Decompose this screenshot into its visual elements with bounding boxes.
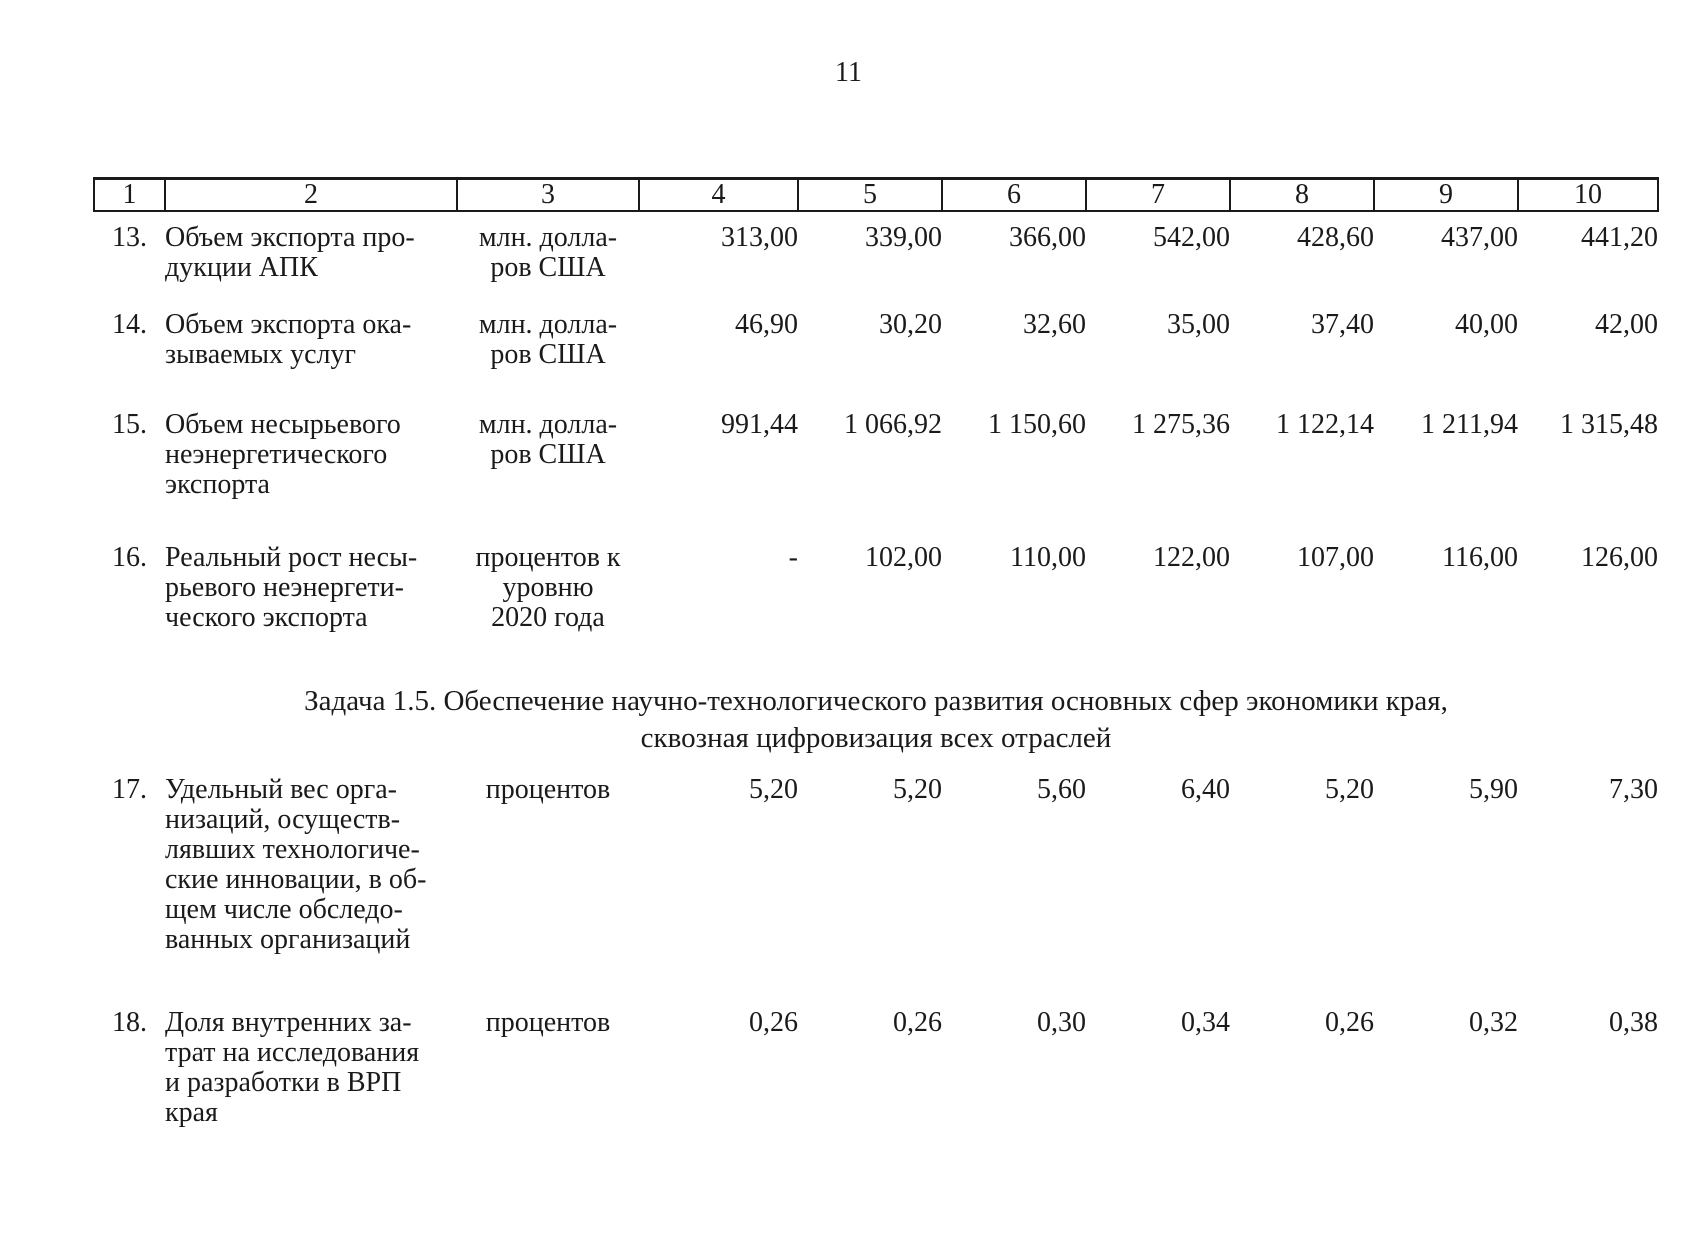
value-cell: 0,26 (893, 1007, 942, 1038)
unit-cell: процентов к уровню 2020 года (475, 542, 621, 633)
value-cell: 30,20 (879, 309, 942, 340)
indicator-name: Объем экспорта про- дукции АПК (165, 222, 415, 283)
column-header-4: 4 (638, 177, 799, 212)
value-cell: 5,60 (1037, 774, 1086, 805)
page-number: 11 (835, 57, 862, 88)
value-cell: 5,90 (1469, 774, 1518, 805)
value-cell: 37,40 (1311, 309, 1374, 340)
column-header-10: 10 (1517, 177, 1659, 212)
column-header-1: 1 (93, 177, 166, 212)
value-cell: 110,00 (1010, 542, 1086, 573)
row-number: 18. (112, 1007, 147, 1038)
value-cell: 122,00 (1153, 542, 1230, 573)
value-cell: 366,00 (1009, 222, 1086, 253)
row-number: 13. (112, 222, 147, 253)
unit-cell: млн. долла- ров США (478, 409, 618, 470)
section-heading-row: Задача 1.5. Обеспечение научно-технологи… (94, 633, 1658, 773)
value-cell: 32,60 (1023, 309, 1086, 340)
unit-cell: млн. долла- ров США (478, 222, 618, 283)
value-cell: 1 122,14 (1276, 409, 1374, 440)
value-cell: 7,30 (1609, 774, 1658, 805)
value-cell: 1 066,92 (844, 409, 942, 440)
value-cell: 6,40 (1181, 774, 1230, 805)
unit-cell: млн. долла- ров США (478, 309, 618, 370)
value-cell: 0,30 (1037, 1007, 1086, 1038)
value-cell: 40,00 (1455, 309, 1518, 340)
column-header-5: 5 (797, 177, 943, 212)
value-cell: 0,26 (1325, 1007, 1374, 1038)
table-row: 15. Объем несырьевого неэнергетического … (94, 370, 1658, 500)
unit-cell: процентов (485, 1007, 611, 1038)
value-cell: 1 211,94 (1421, 409, 1518, 440)
row-number: 15. (112, 409, 147, 440)
row-number: 17. (112, 774, 147, 805)
indicator-name: Реальный рост несы- рьевого неэнергети- … (165, 542, 418, 633)
value-cell: 0,26 (749, 1007, 798, 1038)
column-header-7: 7 (1085, 177, 1231, 212)
indicator-name: Объем несырьевого неэнергетического эксп… (165, 409, 401, 500)
row-number: 14. (112, 309, 147, 340)
table-row: 13. Объем экспорта про- дукции АПК млн. … (94, 211, 1658, 283)
value-cell: 0,34 (1181, 1007, 1230, 1038)
table-header-row: 1 2 3 4 5 6 7 8 9 10 (93, 177, 1659, 212)
value-cell: 126,00 (1581, 542, 1658, 573)
value-cell: 35,00 (1167, 309, 1230, 340)
value-cell: 991,44 (721, 409, 798, 440)
value-cell: 0,38 (1609, 1007, 1658, 1038)
value-cell: 0,32 (1469, 1007, 1518, 1038)
value-cell: 5,20 (749, 774, 798, 805)
value-cell: 339,00 (865, 222, 942, 253)
column-header-8: 8 (1229, 177, 1375, 212)
table-row: 18. Доля внутренних за- трат на исследов… (94, 955, 1658, 1128)
row-number: 16. (112, 542, 147, 573)
value-cell: 46,90 (735, 309, 798, 340)
table-row: 16. Реальный рост несы- рьевого неэнерге… (94, 500, 1658, 633)
value-cell: 116,00 (1442, 542, 1518, 573)
value-cell: 1 275,36 (1132, 409, 1230, 440)
section-heading: Задача 1.5. Обеспечение научно-технологи… (304, 685, 1448, 754)
value-cell: 107,00 (1297, 542, 1374, 573)
value-cell: 313,00 (721, 222, 798, 253)
value-cell: 5,20 (1325, 774, 1374, 805)
value-cell: 5,20 (893, 774, 942, 805)
table-row: 14. Объем экспорта ока- зываемых услуг м… (94, 283, 1658, 370)
indicator-name: Объем экспорта ока- зываемых услуг (165, 309, 412, 370)
value-cell: 542,00 (1153, 222, 1230, 253)
value-cell: 102,00 (865, 542, 942, 573)
value-cell: 1 315,48 (1560, 409, 1658, 440)
value-cell: - (788, 542, 798, 573)
indicator-name: Доля внутренних за- трат на исследования… (165, 1007, 420, 1128)
value-cell: 1 150,60 (988, 409, 1086, 440)
column-header-2: 2 (164, 177, 458, 212)
indicator-name: Удельный вес орга- низаций, осуществ- ля… (165, 774, 427, 955)
column-header-9: 9 (1373, 177, 1519, 212)
unit-cell: процентов (485, 774, 611, 805)
value-cell: 437,00 (1441, 222, 1518, 253)
table-row: 17. Удельный вес орга- низаций, осуществ… (94, 773, 1658, 955)
value-cell: 441,20 (1581, 222, 1658, 253)
column-header-3: 3 (456, 177, 640, 212)
value-cell: 42,00 (1595, 309, 1658, 340)
value-cell: 428,60 (1297, 222, 1374, 253)
column-header-6: 6 (941, 177, 1087, 212)
indicators-table: 1 2 3 4 5 6 7 8 9 10 13. Объем экспорта … (93, 177, 1659, 1128)
